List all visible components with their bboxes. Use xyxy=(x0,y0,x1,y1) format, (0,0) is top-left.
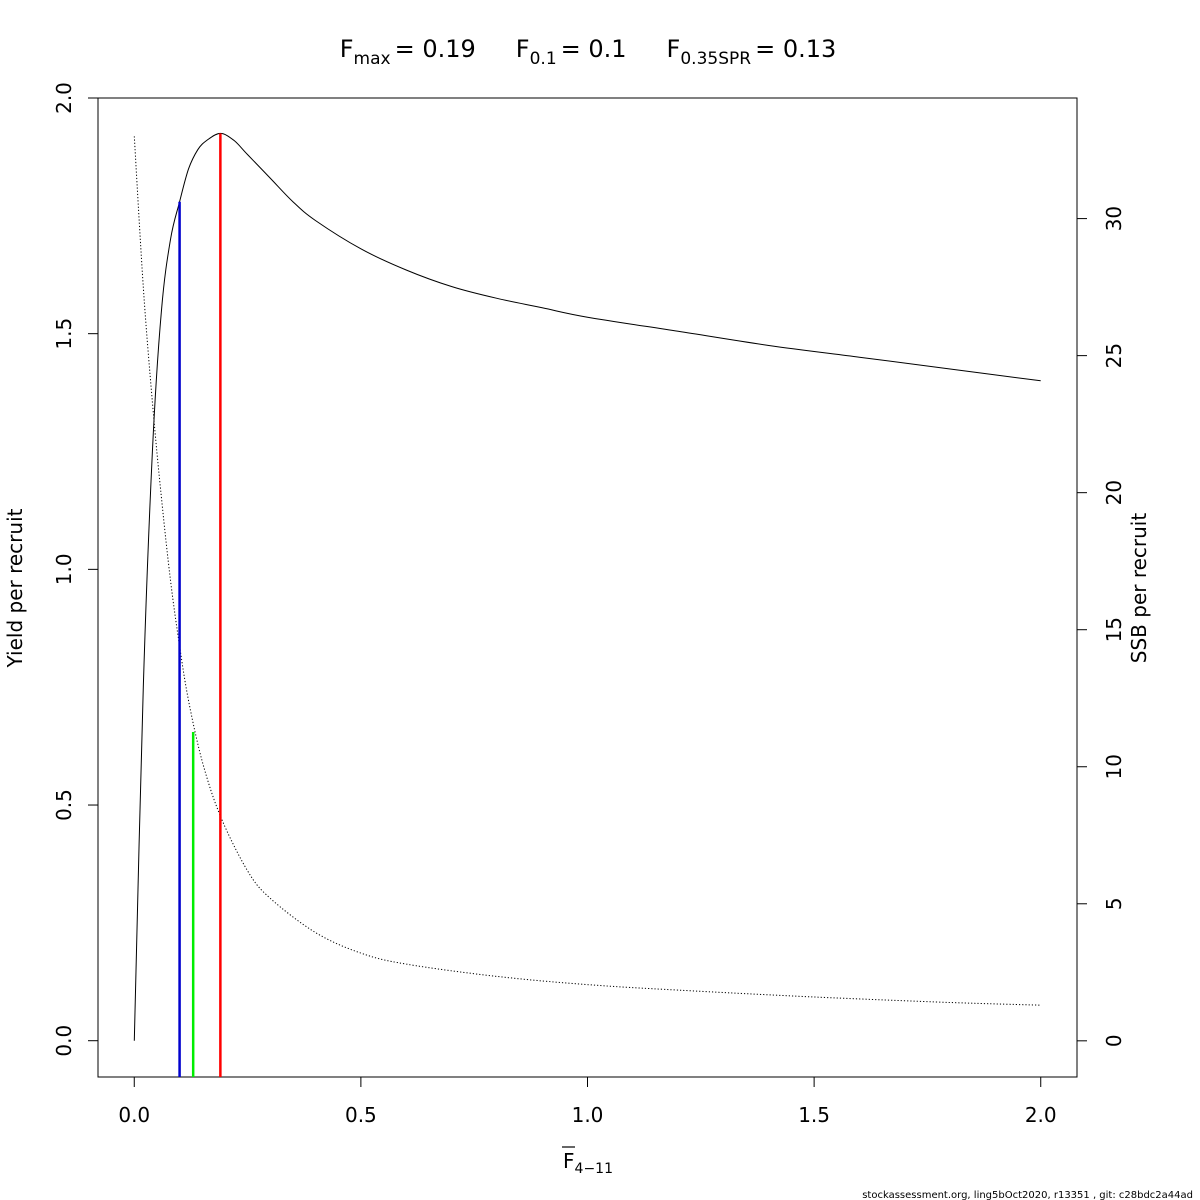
title-fspr-value: = 0.13 xyxy=(755,35,836,63)
x-tick-label: 0.5 xyxy=(345,1103,377,1127)
x-axis-label-symbol: F xyxy=(563,1149,575,1173)
title-f01-symbol: F xyxy=(516,35,530,63)
chart-title: Fmax = 0.19 F0.1 = 0.1 F0.35SPR = 0.13 xyxy=(340,35,837,69)
y-right-tick-label: 5 xyxy=(1102,897,1126,910)
y-axis-right-label: SSB per recruit xyxy=(1127,513,1151,664)
x-axis-label-subscript: 4−11 xyxy=(575,1161,613,1177)
x-tick-label: 0.0 xyxy=(118,1103,150,1127)
y-right-tick-label: 30 xyxy=(1102,206,1126,231)
x-tick-label: 1.0 xyxy=(572,1103,604,1127)
title-f01-value: = 0.1 xyxy=(561,35,627,63)
y-left-tick-label: 1.5 xyxy=(52,318,76,350)
y-right-tick-label: 10 xyxy=(1102,754,1126,779)
y-right-tick-label: 20 xyxy=(1102,480,1126,505)
ssb-per-recruit-line xyxy=(133,136,1041,1006)
y-axis-left-label: Yield per recruit xyxy=(3,508,27,668)
footer-text: stockassessment.org, ling5bOct2020, r133… xyxy=(862,1190,1193,1200)
y-right-tick-label: 15 xyxy=(1102,617,1126,642)
y-left-tick-label: 2.0 xyxy=(52,82,76,114)
y-left-tick-label: 0.0 xyxy=(52,1025,76,1057)
y-right-tick-label: 0 xyxy=(1102,1034,1126,1047)
title-f01-subscript: 0.1 xyxy=(530,49,557,69)
plot-frame xyxy=(97,97,1078,1078)
chart-marks xyxy=(133,132,1041,1077)
x-tick-label: 1.5 xyxy=(798,1103,830,1127)
title-fmax-value: = 0.19 xyxy=(395,35,476,63)
title-fmax-subscript: max xyxy=(354,49,391,69)
yield-per-recruit-line xyxy=(133,132,1041,1041)
title-fspr-symbol: F xyxy=(667,35,681,63)
y-left-tick-label: 0.5 xyxy=(52,789,76,821)
x-axis-label: F4−11 xyxy=(563,1149,613,1177)
x-tick-label: 2.0 xyxy=(1025,1103,1057,1127)
title-fmax-symbol: F xyxy=(340,35,354,63)
title-fspr-subscript: 0.35SPR xyxy=(680,49,751,69)
axis-ticks: 0.0 0.5 1.0 1.5 2.0 0.0 0.5 1.0 1.5 2.0 0 5 10 15 20 25… xyxy=(52,82,1126,1127)
y-right-tick-label: 25 xyxy=(1102,343,1126,368)
y-left-tick-label: 1.0 xyxy=(52,553,76,585)
